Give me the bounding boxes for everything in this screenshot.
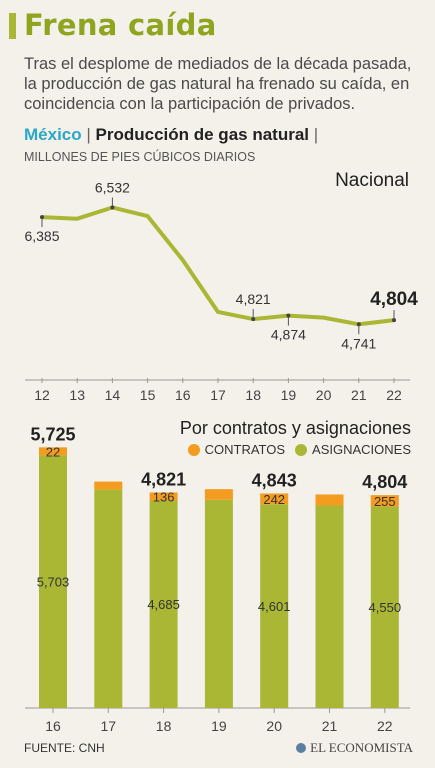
- heading-separator: |: [86, 125, 96, 144]
- bar-asignaciones: [315, 505, 344, 708]
- legend-asignaciones: ASIGNACIONES: [295, 442, 411, 457]
- legend-contratos-label: CONTRATOS: [204, 442, 286, 457]
- line-x-tick-label: 13: [69, 387, 85, 403]
- line-chart: 12 13 14 15 16 17 18 19 20 21 22 6,385 6,532 4,821 4,8…: [24, 179, 418, 403]
- bar-contratos: [315, 494, 344, 506]
- bar-chart-title: Por contratos y asignaciones: [179, 418, 411, 438]
- line-point: [40, 215, 44, 220]
- bar-contratos: [370, 495, 399, 507]
- chart-heading-title: Producción de gas natural: [95, 125, 310, 144]
- bar-contratos-label: 242: [263, 492, 285, 507]
- bar-x-tick-label: 18: [156, 718, 172, 734]
- bar-x-tick-label: 22: [377, 718, 393, 734]
- bar-asignaciones-label: 4,601: [258, 599, 291, 614]
- bar-contratos-label: 255: [374, 494, 396, 509]
- title-accent-bar: [9, 13, 16, 39]
- bar-x-tick-label: 20: [266, 718, 282, 734]
- bar-asignaciones: [370, 506, 399, 708]
- line-x-tick-label: 12: [34, 387, 50, 403]
- chart-heading-country: México: [24, 125, 82, 144]
- bar-asignaciones-label: 5,703: [37, 575, 70, 590]
- units-label: MILLONES DE PIES CÚBICOS DIARIOS: [24, 150, 256, 164]
- line-data-label: 6,532: [95, 179, 130, 195]
- line-x-tick-label: 19: [281, 387, 297, 403]
- heading-separator-end: |: [313, 125, 319, 144]
- line-series-nacional: [40, 205, 396, 327]
- page-title: Frena caída: [24, 8, 217, 42]
- bar-total-label: 5,725: [30, 424, 75, 444]
- bar-asignaciones: [39, 455, 67, 708]
- line-point: [286, 313, 291, 318]
- bar-contratos-label: 136: [153, 489, 175, 504]
- line-x-tick-label: 17: [210, 387, 226, 403]
- bar-contratos: [260, 493, 289, 505]
- legend-contratos: CONTRATOS: [187, 442, 286, 457]
- line-x-tick-label: 22: [386, 387, 402, 403]
- bar-contratos: [204, 489, 233, 500]
- brand-icon: [296, 743, 307, 753]
- line-x-tick-label: 20: [316, 387, 332, 403]
- line-point: [392, 318, 396, 323]
- bar-asignaciones: [94, 489, 123, 708]
- line-x-tick-label: 18: [245, 387, 261, 403]
- bar-asignaciones-label: 4,550: [369, 600, 402, 615]
- line-point: [356, 322, 361, 327]
- legend-asignaciones-label: ASIGNACIONES: [312, 442, 411, 457]
- bar-legend: CONTRATOS ASIGNACIONES: [187, 442, 411, 457]
- bar-asignaciones: [149, 500, 178, 708]
- bar-asignaciones: [204, 499, 233, 708]
- bar-total-label: 4,821: [141, 469, 186, 489]
- line-data-label: 4,821: [236, 291, 271, 307]
- bar-asignaciones-label: 4,685: [147, 597, 180, 612]
- legend-asignaciones-swatch: [295, 443, 308, 456]
- brand-name: EL ECONOMISTA: [310, 740, 413, 755]
- lead-text: Tras el desplome de mediados de la décad…: [24, 55, 412, 113]
- bar-total-label: 4,804: [362, 472, 407, 492]
- source-note: FUENTE: CNH: [24, 741, 105, 755]
- line-x-tick-label: 16: [175, 387, 191, 403]
- line-data-label: 4,741: [341, 335, 376, 351]
- line-data-label: 6,385: [24, 228, 59, 244]
- line-point: [251, 317, 256, 322]
- bar-contratos: [149, 492, 178, 501]
- bar-asignaciones: [260, 504, 289, 708]
- bar-contratos: [39, 447, 67, 456]
- line-x-tick-label: 15: [140, 387, 156, 403]
- line-series-label: Nacional: [335, 170, 409, 191]
- bar-contratos-label: 22: [46, 444, 60, 459]
- bar-total-label: 4,843: [252, 470, 297, 490]
- line-data-label: 4,874: [271, 327, 306, 343]
- line-x-tick-label: 21: [351, 387, 367, 403]
- bar-contratos: [94, 481, 123, 490]
- line-x-tick-label: 14: [105, 387, 121, 403]
- bar-x-tick-label: 16: [45, 718, 61, 734]
- bar-x-tick-label: 19: [211, 718, 227, 734]
- bar-x-tick-label: 17: [101, 718, 117, 734]
- chart-heading: México | Producción de gas natural |: [24, 125, 318, 145]
- brand-logo: EL ECONOMISTA: [296, 740, 413, 756]
- line-point: [110, 205, 115, 210]
- line-data-label: 4,804: [370, 289, 418, 310]
- legend-contratos-swatch: [187, 443, 200, 456]
- bar-x-tick-label: 21: [322, 718, 338, 734]
